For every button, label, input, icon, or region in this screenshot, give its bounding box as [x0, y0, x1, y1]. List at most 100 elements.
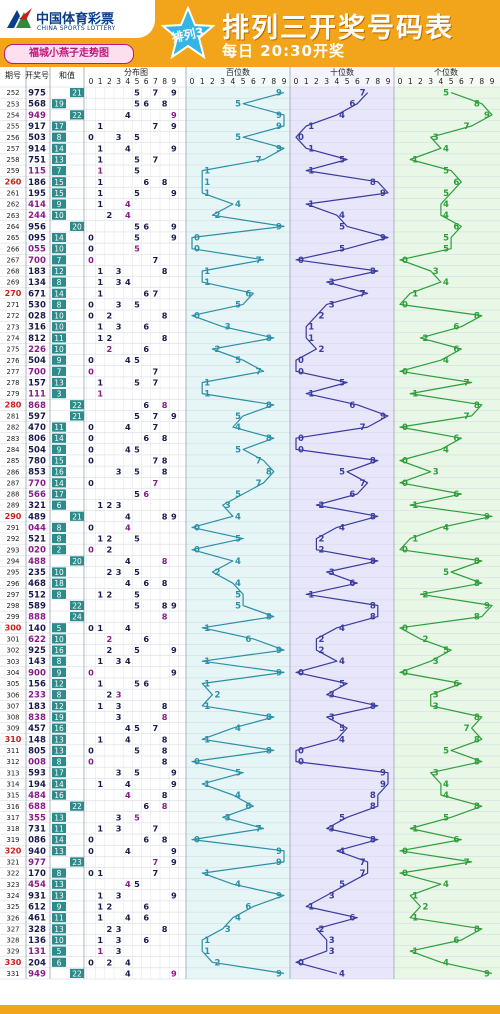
- series-point-label: 7: [360, 869, 366, 879]
- sum-value: 22: [72, 401, 82, 410]
- logo-text: 中国体育彩票: [36, 12, 115, 27]
- draw-number: 484: [28, 791, 46, 801]
- badge-text: 排列3: [170, 24, 205, 45]
- dist-digit-mark: 8: [162, 311, 168, 321]
- series-point-label: 7: [256, 367, 262, 377]
- dist-digit-mark: 8: [162, 99, 168, 109]
- logo: 中国体育彩票 CHINA SPORTS LOTTERY: [0, 0, 155, 38]
- position-digit-header: 0: [190, 77, 195, 86]
- series-point-label: 5: [339, 813, 345, 823]
- series-point-label: 9: [380, 189, 386, 199]
- sum-value: 7: [57, 167, 62, 176]
- dist-digit-mark: 2: [107, 634, 113, 644]
- sum-value: 11: [54, 824, 64, 833]
- dist-digit-mark: 1: [97, 823, 103, 833]
- period-label: 319: [7, 836, 20, 844]
- draw-number: 593: [28, 769, 46, 779]
- dist-digit-mark: 1: [97, 177, 103, 187]
- draw-number: 454: [28, 880, 46, 890]
- series-point-label: 8: [370, 602, 376, 612]
- period-label: 307: [7, 702, 20, 710]
- sum-value: 8: [57, 869, 62, 878]
- series-point-label: 5: [235, 602, 241, 612]
- sum-value: 14: [54, 289, 64, 298]
- sum-box: [70, 110, 84, 120]
- draw-number: 622: [28, 635, 46, 645]
- dist-digit-mark: 1: [97, 154, 103, 164]
- sum-box: [52, 344, 66, 354]
- dist-digit-mark: 7: [153, 411, 159, 421]
- period-label: 290: [5, 512, 22, 521]
- series-point-label: 4: [235, 200, 241, 210]
- dist-digit-mark: 5: [134, 88, 140, 98]
- dist-digit-mark: 8: [162, 745, 168, 755]
- period-label: 273: [7, 323, 20, 331]
- sum-box: [52, 444, 66, 454]
- dist-digit-mark: 4: [125, 913, 131, 923]
- series-point-label: 3: [433, 657, 439, 667]
- draw-number: 157: [28, 378, 46, 388]
- dist-digit-mark: 8: [162, 333, 168, 343]
- sum-value: 7: [57, 367, 62, 376]
- period-label: 252: [7, 89, 20, 97]
- dist-digit-mark: 1: [97, 589, 103, 599]
- series-point-label: 9: [276, 144, 282, 154]
- draw-number: 186: [28, 178, 46, 188]
- dist-digit-mark: 1: [97, 199, 103, 209]
- sum-value: 11: [54, 914, 64, 923]
- period-label: 301: [7, 636, 20, 644]
- dist-digit-mark: 4: [125, 556, 131, 566]
- dist-digit-header: 2: [107, 77, 112, 86]
- series-point-label: 6: [349, 401, 355, 411]
- series-point-label: 3: [329, 300, 335, 310]
- col-header-number: 开奖号: [25, 70, 49, 80]
- dist-digit-header: 9: [171, 77, 176, 86]
- dist-digit-mark: 0: [88, 444, 94, 454]
- sum-value: 15: [54, 178, 64, 187]
- dist-digit-mark: 3: [116, 299, 122, 309]
- dist-digit-mark: 4: [125, 734, 131, 744]
- sum-value: 13: [54, 847, 64, 856]
- series-point-label: 2: [422, 903, 428, 913]
- dist-digit-mark: 9: [171, 667, 177, 677]
- dist-digit-mark: 0: [88, 311, 94, 321]
- section-bg-1: [290, 67, 394, 979]
- series-point-label: 6: [349, 490, 355, 500]
- draw-number: 235: [28, 568, 46, 578]
- draw-number: 468: [28, 579, 46, 589]
- series-point-label: 6: [453, 680, 459, 690]
- series-point-label: 7: [464, 858, 470, 868]
- dist-digit-mark: 3: [116, 712, 122, 722]
- draw-number: 512: [28, 590, 46, 600]
- position-digit-header: 2: [210, 77, 215, 86]
- sum-box: [52, 154, 66, 165]
- draw-number: 806: [28, 434, 46, 444]
- series-point-label: 8: [370, 557, 376, 567]
- draw-time: 每日 20:30开奖: [222, 42, 345, 60]
- period-label: 254: [7, 111, 20, 119]
- series-point-label: 7: [256, 825, 262, 835]
- series-point-label: 9: [276, 222, 282, 232]
- sum-box: [52, 667, 66, 677]
- series-point-label: 4: [443, 780, 449, 790]
- dist-digit-mark: 2: [107, 500, 113, 510]
- dist-digit-mark: 7: [153, 422, 159, 432]
- dist-digit-mark: 5: [134, 233, 140, 243]
- sum-box: [52, 467, 66, 477]
- series-point-label: 2: [318, 312, 324, 322]
- sum-value: 16: [54, 646, 64, 655]
- dist-digit-mark: 5: [134, 132, 140, 142]
- draw-number: 115: [28, 167, 46, 177]
- sum-box: [52, 890, 66, 900]
- series-point-label: 4: [443, 958, 449, 968]
- dist-digit-mark: 2: [107, 333, 113, 343]
- sum-value: 11: [54, 334, 64, 343]
- series-point-label: 7: [360, 858, 366, 868]
- series-point-label: 8: [370, 791, 376, 801]
- position-digit-header: 6: [355, 77, 360, 86]
- series-point-label: 9: [276, 89, 282, 99]
- dist-digit-mark: 3: [116, 701, 122, 711]
- draw-number: 504: [28, 445, 46, 455]
- series-point-label: 2: [214, 958, 220, 968]
- dist-digit-mark: 0: [88, 422, 94, 432]
